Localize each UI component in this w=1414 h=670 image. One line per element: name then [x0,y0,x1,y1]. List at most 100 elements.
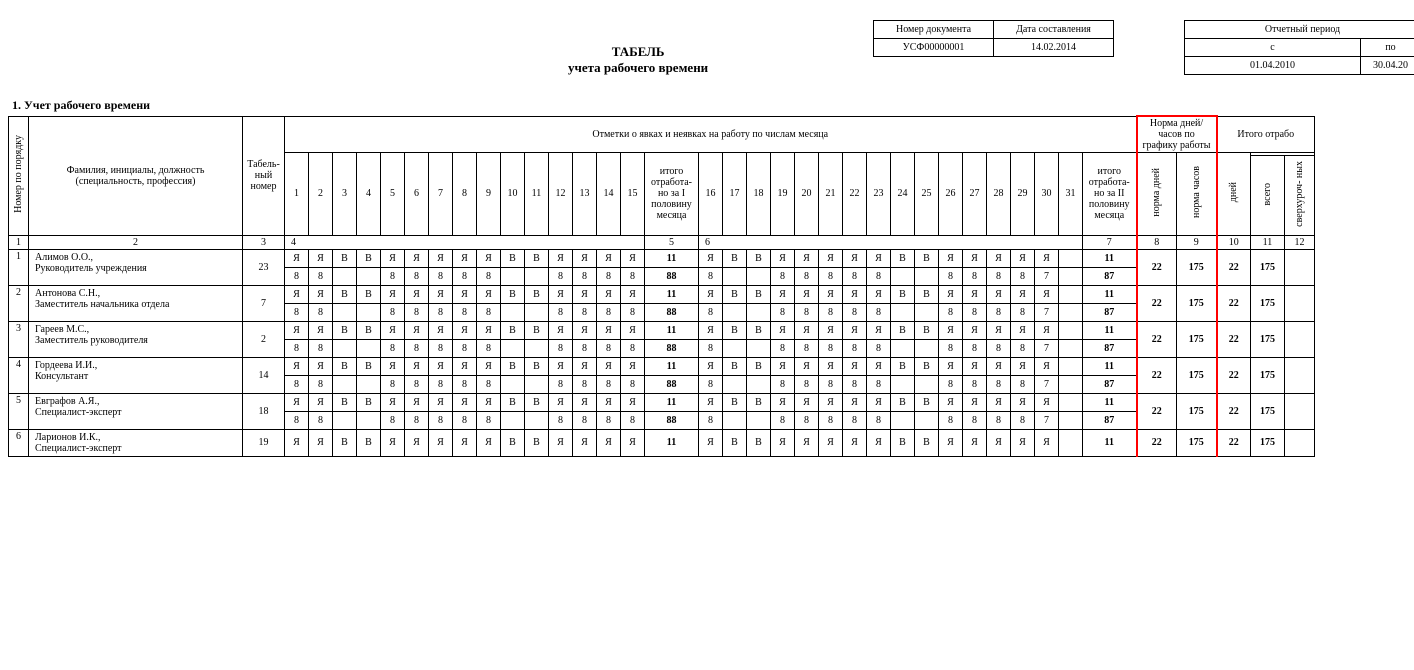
hours-cell: 8 [699,267,723,285]
colnum-1: 1 [9,235,29,249]
hours-cell [501,375,525,393]
day-25: 25 [915,153,939,236]
hours-cell: 8 [549,303,573,321]
mark-cell: Я [795,321,819,339]
colnum-4: 4 [285,235,645,249]
norm-hours: 175 [1177,393,1217,429]
mark-cell: Я [795,357,819,375]
hours-cell: 8 [597,411,621,429]
emp-tab: 19 [243,429,285,456]
mark-cell: В [747,285,771,303]
hours-cell: 8 [285,267,309,285]
mark-cell: Я [963,321,987,339]
doc-date-label: Дата составления [994,21,1114,39]
mark-cell: Я [453,321,477,339]
hours-cell [333,411,357,429]
emp-tab: 18 [243,393,285,429]
hours-cell: 8 [987,411,1011,429]
hours-cell: 8 [939,411,963,429]
hours-cell [1059,339,1083,357]
mark-cell: Я [381,429,405,456]
mark-cell: Я [819,393,843,411]
hours-cell: 7 [1035,267,1059,285]
norm-days: 22 [1137,357,1177,393]
mark-cell: Я [597,285,621,303]
half2-hours: 87 [1083,267,1137,285]
mark-cell: В [357,321,381,339]
worked-over [1285,285,1315,321]
hours-cell [915,339,939,357]
hours-cell: 8 [963,267,987,285]
mark-cell: Я [1011,285,1035,303]
worked-over [1285,357,1315,393]
period-label: Отчетный период [1185,21,1414,39]
mark-cell: В [891,429,915,456]
hours-cell [723,375,747,393]
hours-cell: 8 [381,375,405,393]
hours-cell: 8 [699,411,723,429]
day-23: 23 [867,153,891,236]
hours-cell [525,411,549,429]
mark-cell: В [357,393,381,411]
mark-cell: Я [549,429,573,456]
doc-number: УСФ00000001 [874,39,994,57]
mark-cell: Я [429,429,453,456]
norm-days: 22 [1137,393,1177,429]
hours-cell: 8 [573,411,597,429]
mark-cell: Я [309,393,333,411]
mark-cell: Я [597,321,621,339]
half2-days: 11 [1083,249,1137,267]
hours-cell: 8 [381,411,405,429]
mark-cell: В [501,393,525,411]
hours-cell: 8 [429,303,453,321]
mark-cell: Я [939,393,963,411]
mark-cell: В [525,429,549,456]
hours-cell: 8 [285,303,309,321]
hours-cell: 8 [1011,303,1035,321]
mark-cell: Я [597,249,621,267]
mark-cell: Я [309,357,333,375]
hours-cell: 8 [309,411,333,429]
hours-cell: 8 [795,339,819,357]
worked-days: 22 [1217,249,1251,285]
day-5: 5 [381,153,405,236]
emp-name: Евграфов А.Я.,Специалист-эксперт [29,393,243,429]
hours-cell: 8 [987,339,1011,357]
mark-cell: Я [549,357,573,375]
half2-days: 11 [1083,357,1137,375]
mark-cell: Я [405,357,429,375]
hours-cell: 8 [771,303,795,321]
hours-cell: 8 [453,267,477,285]
mark-cell: В [333,285,357,303]
mark-cell: Я [573,429,597,456]
mark-cell: Я [429,321,453,339]
mark-cell: Я [429,285,453,303]
hours-cell: 8 [597,303,621,321]
hours-cell [1059,411,1083,429]
mark-cell: Я [987,249,1011,267]
hours-cell: 7 [1035,375,1059,393]
day-22: 22 [843,153,867,236]
hours-cell: 8 [381,267,405,285]
worked-total: 175 [1251,321,1285,357]
mark-cell: Я [1035,357,1059,375]
hours-cell [357,411,381,429]
mark-cell: Я [381,321,405,339]
day-21: 21 [819,153,843,236]
hours-cell [501,267,525,285]
hours-cell: 8 [453,303,477,321]
emp-name: Антонова С.Н.,Заместитель начальника отд… [29,285,243,321]
hours-cell [525,267,549,285]
hours-cell: 8 [549,411,573,429]
hours-cell: 8 [597,339,621,357]
hours-cell: 8 [405,267,429,285]
mark-cell: Я [549,393,573,411]
mark-cell: Я [1035,393,1059,411]
hours-cell [501,411,525,429]
period-from-label: с [1185,39,1361,57]
mark-cell: Я [699,285,723,303]
hours-cell: 8 [621,411,645,429]
mark-cell: Я [429,393,453,411]
hours-cell: 8 [963,303,987,321]
hours-cell: 8 [1011,339,1035,357]
